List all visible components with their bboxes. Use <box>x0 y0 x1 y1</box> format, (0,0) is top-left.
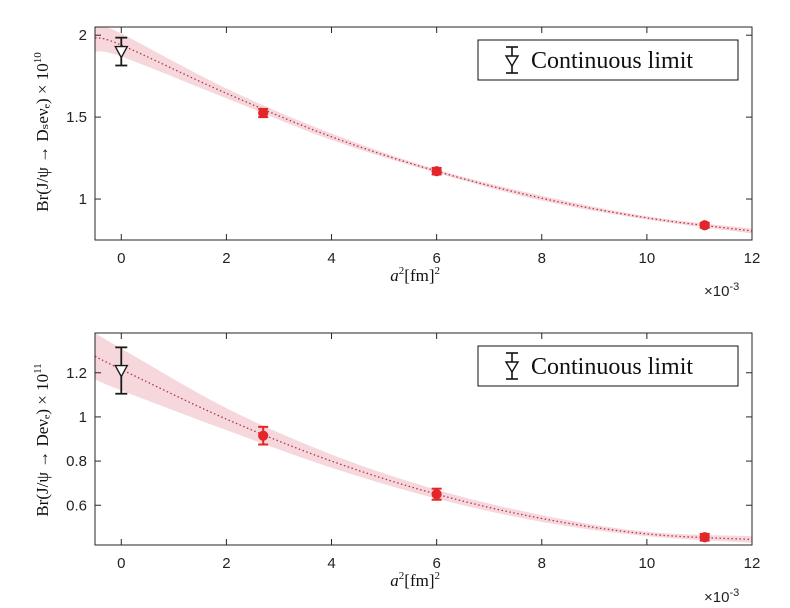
top-fit-line <box>95 37 752 232</box>
bottom-data-point <box>699 532 710 543</box>
bottom-x-tick-label: 0 <box>117 555 125 572</box>
bottom-continuum-point <box>114 346 129 395</box>
bottom-fit-curve <box>95 355 752 541</box>
bottom-y-tick-label: 0.6 <box>66 497 87 514</box>
bottom-axes <box>94 332 753 546</box>
top-data-point <box>699 220 710 231</box>
bottom-data-points <box>114 346 710 543</box>
bottom-x-tick-label: 12 <box>744 555 761 572</box>
bottom-chart: 0 2 4 6 8 10 12 0.6 0.8 1 1.2 Continuous limit a2[… <box>32 332 760 606</box>
bottom-y-tick-label: 1.2 <box>66 365 87 382</box>
bottom-fit-line <box>95 355 752 541</box>
top-y-tick-label: 1 <box>79 191 87 208</box>
bottom-x-tick-label: 2 <box>222 555 230 572</box>
top-data-point <box>431 166 442 177</box>
top-y-tick-label: 1.5 <box>66 109 87 126</box>
top-legend-box <box>477 39 739 81</box>
top-legend: Continuous limit <box>477 39 739 81</box>
bottom-x-multiplier: ×10-3 <box>704 587 739 606</box>
top-x-tick-label: 6 <box>432 250 440 267</box>
bottom-data-point <box>258 425 269 446</box>
top-ticks: 0 2 4 6 8 10 12 1 1.5 2 <box>66 27 760 267</box>
top-x-tick-label: 0 <box>117 250 125 267</box>
bottom-y-tick-label: 1 <box>79 409 87 426</box>
top-x-tick-label: 2 <box>222 250 230 267</box>
top-fit-curve <box>95 37 752 232</box>
top-axes <box>94 26 753 241</box>
top-data-point <box>258 107 269 119</box>
top-x-tick-label: 12 <box>744 250 761 267</box>
bottom-x-tick-label: 4 <box>327 555 335 572</box>
top-x-tick-label: 8 <box>538 250 546 267</box>
top-x-multiplier: ×10-3 <box>704 281 739 300</box>
top-legend-label: Continuous limit <box>531 48 693 74</box>
top-x-tick-label: 10 <box>639 250 656 267</box>
bottom-y-axis-label: Br(J/ψ → Deνₑ) × 1011 <box>32 363 52 516</box>
top-plot-frame <box>94 26 753 241</box>
bottom-x-tick-label: 10 <box>639 555 656 572</box>
bottom-x-axis-label: a2[fm]2 <box>390 570 440 590</box>
top-data-points <box>114 36 710 231</box>
bottom-legend-label: Continuous limit <box>531 354 693 380</box>
bottom-ticks: 0 2 4 6 8 10 12 0.6 0.8 1 1.2 <box>66 333 760 572</box>
bottom-plot-frame <box>94 332 753 546</box>
bottom-x-tick-label: 8 <box>538 555 546 572</box>
top-y-axis-label: Br(J/ψ → Dₛeνₑ) × 1010 <box>32 52 52 212</box>
bottom-data-point <box>431 487 442 501</box>
bottom-x-tick-label: 6 <box>432 555 440 572</box>
top-x-tick-label: 4 <box>327 250 335 267</box>
bottom-y-tick-label: 0.8 <box>66 453 87 470</box>
top-y-tick-label: 2 <box>79 27 87 44</box>
bottom-legend-box <box>477 345 739 387</box>
top-x-axis-label: a2[fm]2 <box>390 265 440 285</box>
top-legend-marker <box>504 46 520 74</box>
bottom-legend-marker <box>504 352 520 380</box>
bottom-legend: Continuous limit <box>477 345 739 387</box>
top-continuum-point <box>114 36 129 67</box>
